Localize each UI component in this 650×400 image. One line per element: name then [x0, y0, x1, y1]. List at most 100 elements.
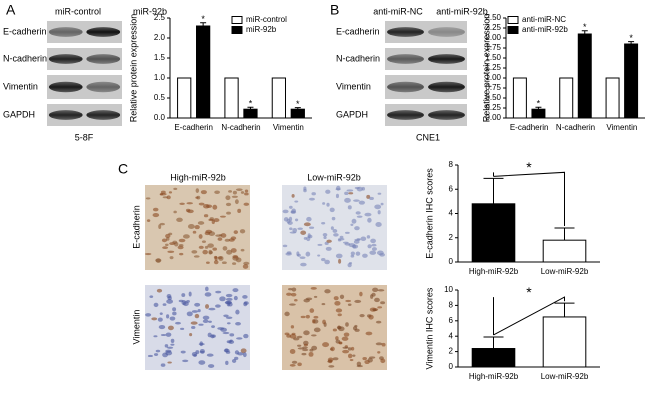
cell	[342, 346, 349, 349]
cell	[366, 194, 371, 199]
cell	[345, 299, 352, 303]
cell	[200, 190, 207, 195]
ihc-row-label: E-cadherin	[131, 205, 141, 249]
cell	[167, 296, 172, 301]
cell	[335, 253, 343, 259]
ihc-row-label: Vimentin	[131, 310, 141, 345]
legend-label: anti-miR-92b	[522, 25, 568, 34]
cell	[144, 252, 152, 256]
cell	[297, 362, 302, 367]
cell	[291, 287, 297, 292]
cell	[350, 251, 355, 256]
legend-swatch	[507, 16, 519, 24]
cell	[206, 353, 214, 357]
significance-star: *	[249, 99, 253, 109]
cell	[303, 186, 307, 191]
cell	[321, 258, 326, 262]
cell	[333, 296, 339, 301]
cell	[348, 261, 353, 265]
cell	[337, 313, 342, 317]
cell	[372, 287, 379, 292]
cell	[193, 255, 200, 258]
blot-band	[48, 54, 83, 64]
cell	[347, 347, 352, 351]
cell	[321, 303, 326, 306]
cell	[167, 361, 172, 364]
blot-band	[48, 27, 83, 37]
bar	[243, 108, 258, 119]
cell	[344, 197, 351, 203]
cell	[180, 350, 186, 354]
cell	[226, 211, 231, 215]
blot-band	[48, 81, 83, 93]
blot-row-label: GAPDH	[336, 109, 368, 119]
cell	[375, 342, 383, 346]
cell	[198, 202, 205, 206]
cell	[303, 298, 310, 303]
cell	[210, 334, 215, 339]
cell	[329, 207, 335, 213]
cell	[217, 237, 223, 241]
cell	[354, 324, 358, 328]
cell	[234, 356, 239, 360]
cell	[186, 202, 194, 205]
cell	[232, 288, 239, 293]
blot-column-label: miR-control	[55, 6, 101, 16]
bar	[271, 77, 286, 119]
cell	[354, 226, 360, 231]
cell	[169, 242, 176, 246]
cell	[324, 259, 330, 265]
bar	[605, 77, 620, 119]
cell	[234, 350, 240, 355]
cell	[208, 320, 212, 323]
cell-line-label: CNE1	[416, 132, 440, 142]
cell	[341, 336, 349, 341]
cell	[168, 191, 173, 194]
x-tick-label: N-cadherin	[556, 123, 595, 132]
cell	[335, 336, 339, 341]
cell	[243, 333, 249, 339]
cell	[165, 332, 172, 337]
y-tick-label: 4	[449, 209, 454, 218]
cell	[317, 254, 321, 257]
blot-row-label: E-cadherin	[336, 26, 380, 36]
cell	[214, 190, 220, 194]
cell	[166, 314, 170, 319]
blot-band	[86, 81, 121, 93]
y-tick-label: 2.00	[485, 33, 501, 42]
cell	[206, 261, 210, 264]
cell	[335, 193, 340, 199]
cell	[213, 218, 220, 223]
cell	[220, 327, 227, 332]
cell	[288, 287, 293, 291]
cell	[305, 251, 311, 257]
cell	[356, 238, 361, 241]
cell	[224, 238, 230, 242]
cell	[232, 190, 237, 195]
blot-band	[48, 110, 83, 120]
cell	[242, 295, 248, 299]
cell	[182, 301, 189, 307]
cell	[288, 216, 293, 222]
cell	[229, 333, 235, 337]
cell	[337, 237, 345, 241]
cell	[282, 209, 289, 214]
legend-label: miR-92b	[246, 25, 277, 34]
cell	[338, 341, 343, 344]
cell	[198, 343, 205, 346]
cell	[190, 321, 198, 325]
cell	[350, 346, 355, 351]
cell	[294, 299, 298, 302]
cell	[322, 232, 328, 237]
cell	[176, 217, 183, 222]
cell	[232, 262, 237, 265]
bar	[559, 77, 574, 119]
cell	[289, 334, 297, 339]
cell	[235, 257, 242, 263]
cell	[326, 239, 332, 243]
cell	[332, 357, 339, 361]
cell	[313, 327, 321, 333]
cell	[208, 249, 213, 255]
cell	[355, 251, 361, 256]
